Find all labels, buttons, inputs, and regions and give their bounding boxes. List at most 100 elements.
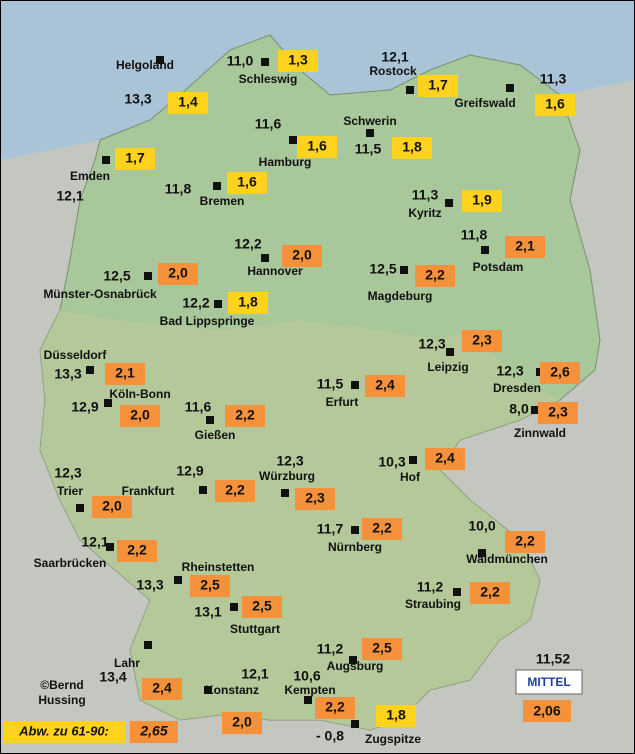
station-marker bbox=[351, 720, 359, 728]
station-temp: 11,8 bbox=[461, 227, 488, 243]
deviation-box bbox=[362, 518, 402, 540]
station-marker bbox=[366, 129, 374, 137]
station-temp: 11,7 bbox=[317, 521, 344, 537]
station-name: Frankfurt bbox=[122, 484, 175, 498]
station-name: Augsburg bbox=[327, 659, 384, 673]
deviation-box bbox=[415, 265, 455, 287]
station-temp: 11,6 bbox=[185, 399, 212, 415]
station-temp: 11,2 bbox=[317, 641, 344, 657]
station-marker bbox=[106, 543, 114, 551]
station-temp: 13,3 bbox=[124, 91, 151, 107]
deviation-box bbox=[462, 330, 502, 352]
station-name: Schleswig bbox=[239, 72, 298, 86]
station-name: Köln-Bonn bbox=[109, 387, 170, 401]
station-marker bbox=[453, 588, 461, 596]
station-deviation: 1,3 bbox=[288, 52, 308, 68]
deviation-box bbox=[105, 363, 145, 385]
station-deviation: 2,5 bbox=[252, 598, 272, 614]
station-temp: 11,6 bbox=[255, 116, 282, 132]
station-name: Kempten bbox=[284, 683, 335, 697]
station-name: Gießen bbox=[195, 428, 236, 442]
station-marker bbox=[214, 300, 222, 308]
station-name: Lahr bbox=[114, 656, 140, 670]
deviation-box bbox=[538, 402, 578, 424]
deviation-box bbox=[392, 137, 432, 159]
station-temp: 12,1 bbox=[81, 534, 108, 550]
deviation-box bbox=[295, 488, 335, 510]
station-marker bbox=[281, 489, 289, 497]
mean-label: MITTEL bbox=[527, 675, 570, 689]
deviation-box bbox=[215, 480, 255, 502]
station-deviation: 2,0 bbox=[232, 714, 252, 730]
station-deviation: 1,6 bbox=[545, 96, 565, 112]
station-name: Dresden bbox=[493, 381, 541, 395]
reference-label: Abw. zu 61-90: bbox=[18, 723, 109, 738]
station-deviation: 2,1 bbox=[115, 365, 135, 381]
sea bbox=[0, 0, 635, 160]
reference-value: 2,65 bbox=[139, 723, 167, 739]
station-deviation: 1,4 bbox=[178, 94, 198, 110]
station-temp: 12,9 bbox=[71, 399, 98, 415]
deviation-box bbox=[278, 50, 318, 72]
station-marker bbox=[261, 58, 269, 66]
station-name: Würzburg bbox=[259, 469, 315, 483]
deviation-box bbox=[505, 531, 545, 553]
station-name: Kyritz bbox=[408, 206, 441, 220]
station-temp: 12,2 bbox=[182, 295, 209, 311]
station-temp: 11,0 bbox=[227, 53, 254, 69]
deviation-box bbox=[168, 92, 208, 114]
station-temp: 11,3 bbox=[540, 71, 567, 87]
highlands bbox=[40, 310, 560, 730]
station-temp: 11,5 bbox=[317, 376, 344, 392]
station-temp: - 0,8 bbox=[316, 728, 344, 744]
station-deviation: 2,2 bbox=[325, 699, 345, 715]
station-deviation: 2,4 bbox=[435, 450, 455, 466]
deviation-box bbox=[225, 405, 265, 427]
reference-value-box bbox=[130, 721, 178, 743]
station-name: Waldmünchen bbox=[466, 552, 548, 566]
station-temp: 12,3 bbox=[418, 336, 445, 352]
deviation-box bbox=[425, 448, 465, 470]
station-deviation: 2,4 bbox=[152, 680, 172, 696]
deviation-box bbox=[158, 263, 198, 285]
deviation-box bbox=[117, 540, 157, 562]
deviation-box bbox=[242, 596, 282, 618]
station-marker bbox=[204, 686, 212, 694]
station-marker bbox=[206, 416, 214, 424]
station-name: Hamburg bbox=[259, 155, 312, 169]
station-marker bbox=[351, 526, 359, 534]
station-deviation: 2,0 bbox=[168, 265, 188, 281]
deviation-box bbox=[120, 405, 160, 427]
station-marker bbox=[409, 456, 417, 464]
station-marker bbox=[400, 266, 408, 274]
deviation-box bbox=[418, 75, 458, 97]
station-name: Rheinstetten bbox=[182, 560, 255, 574]
station-name: Hof bbox=[400, 470, 421, 484]
station-name: Magdeburg bbox=[368, 289, 433, 303]
station-deviation: 2,0 bbox=[130, 407, 150, 423]
station-marker bbox=[230, 603, 238, 611]
deviation-box bbox=[535, 94, 575, 116]
station-marker bbox=[86, 366, 94, 374]
station-temp: 12,5 bbox=[369, 261, 396, 277]
station-name: Bremen bbox=[200, 194, 245, 208]
station-temp: 11,5 bbox=[355, 141, 382, 157]
station-marker bbox=[104, 399, 112, 407]
station-name: Bad Lippspringe bbox=[160, 314, 255, 328]
station-deviation: 2,2 bbox=[225, 482, 245, 498]
mean-label-box bbox=[515, 669, 583, 695]
station-temp: 11,8 bbox=[165, 181, 192, 197]
station-temp: 10,3 bbox=[378, 454, 405, 470]
reference-box bbox=[3, 721, 125, 743]
station-marker bbox=[531, 406, 539, 414]
station-temp: 12,5 bbox=[103, 268, 130, 284]
station-deviation: 2,1 bbox=[515, 238, 535, 254]
station-name: Helgoland bbox=[116, 58, 174, 72]
station-deviation: 2,2 bbox=[127, 542, 147, 558]
station-temp: 13,3 bbox=[136, 577, 163, 593]
station-temp: 12,3 bbox=[276, 453, 303, 469]
station-name: Trier bbox=[57, 484, 83, 498]
station-deviation: 2,6 bbox=[550, 364, 570, 380]
